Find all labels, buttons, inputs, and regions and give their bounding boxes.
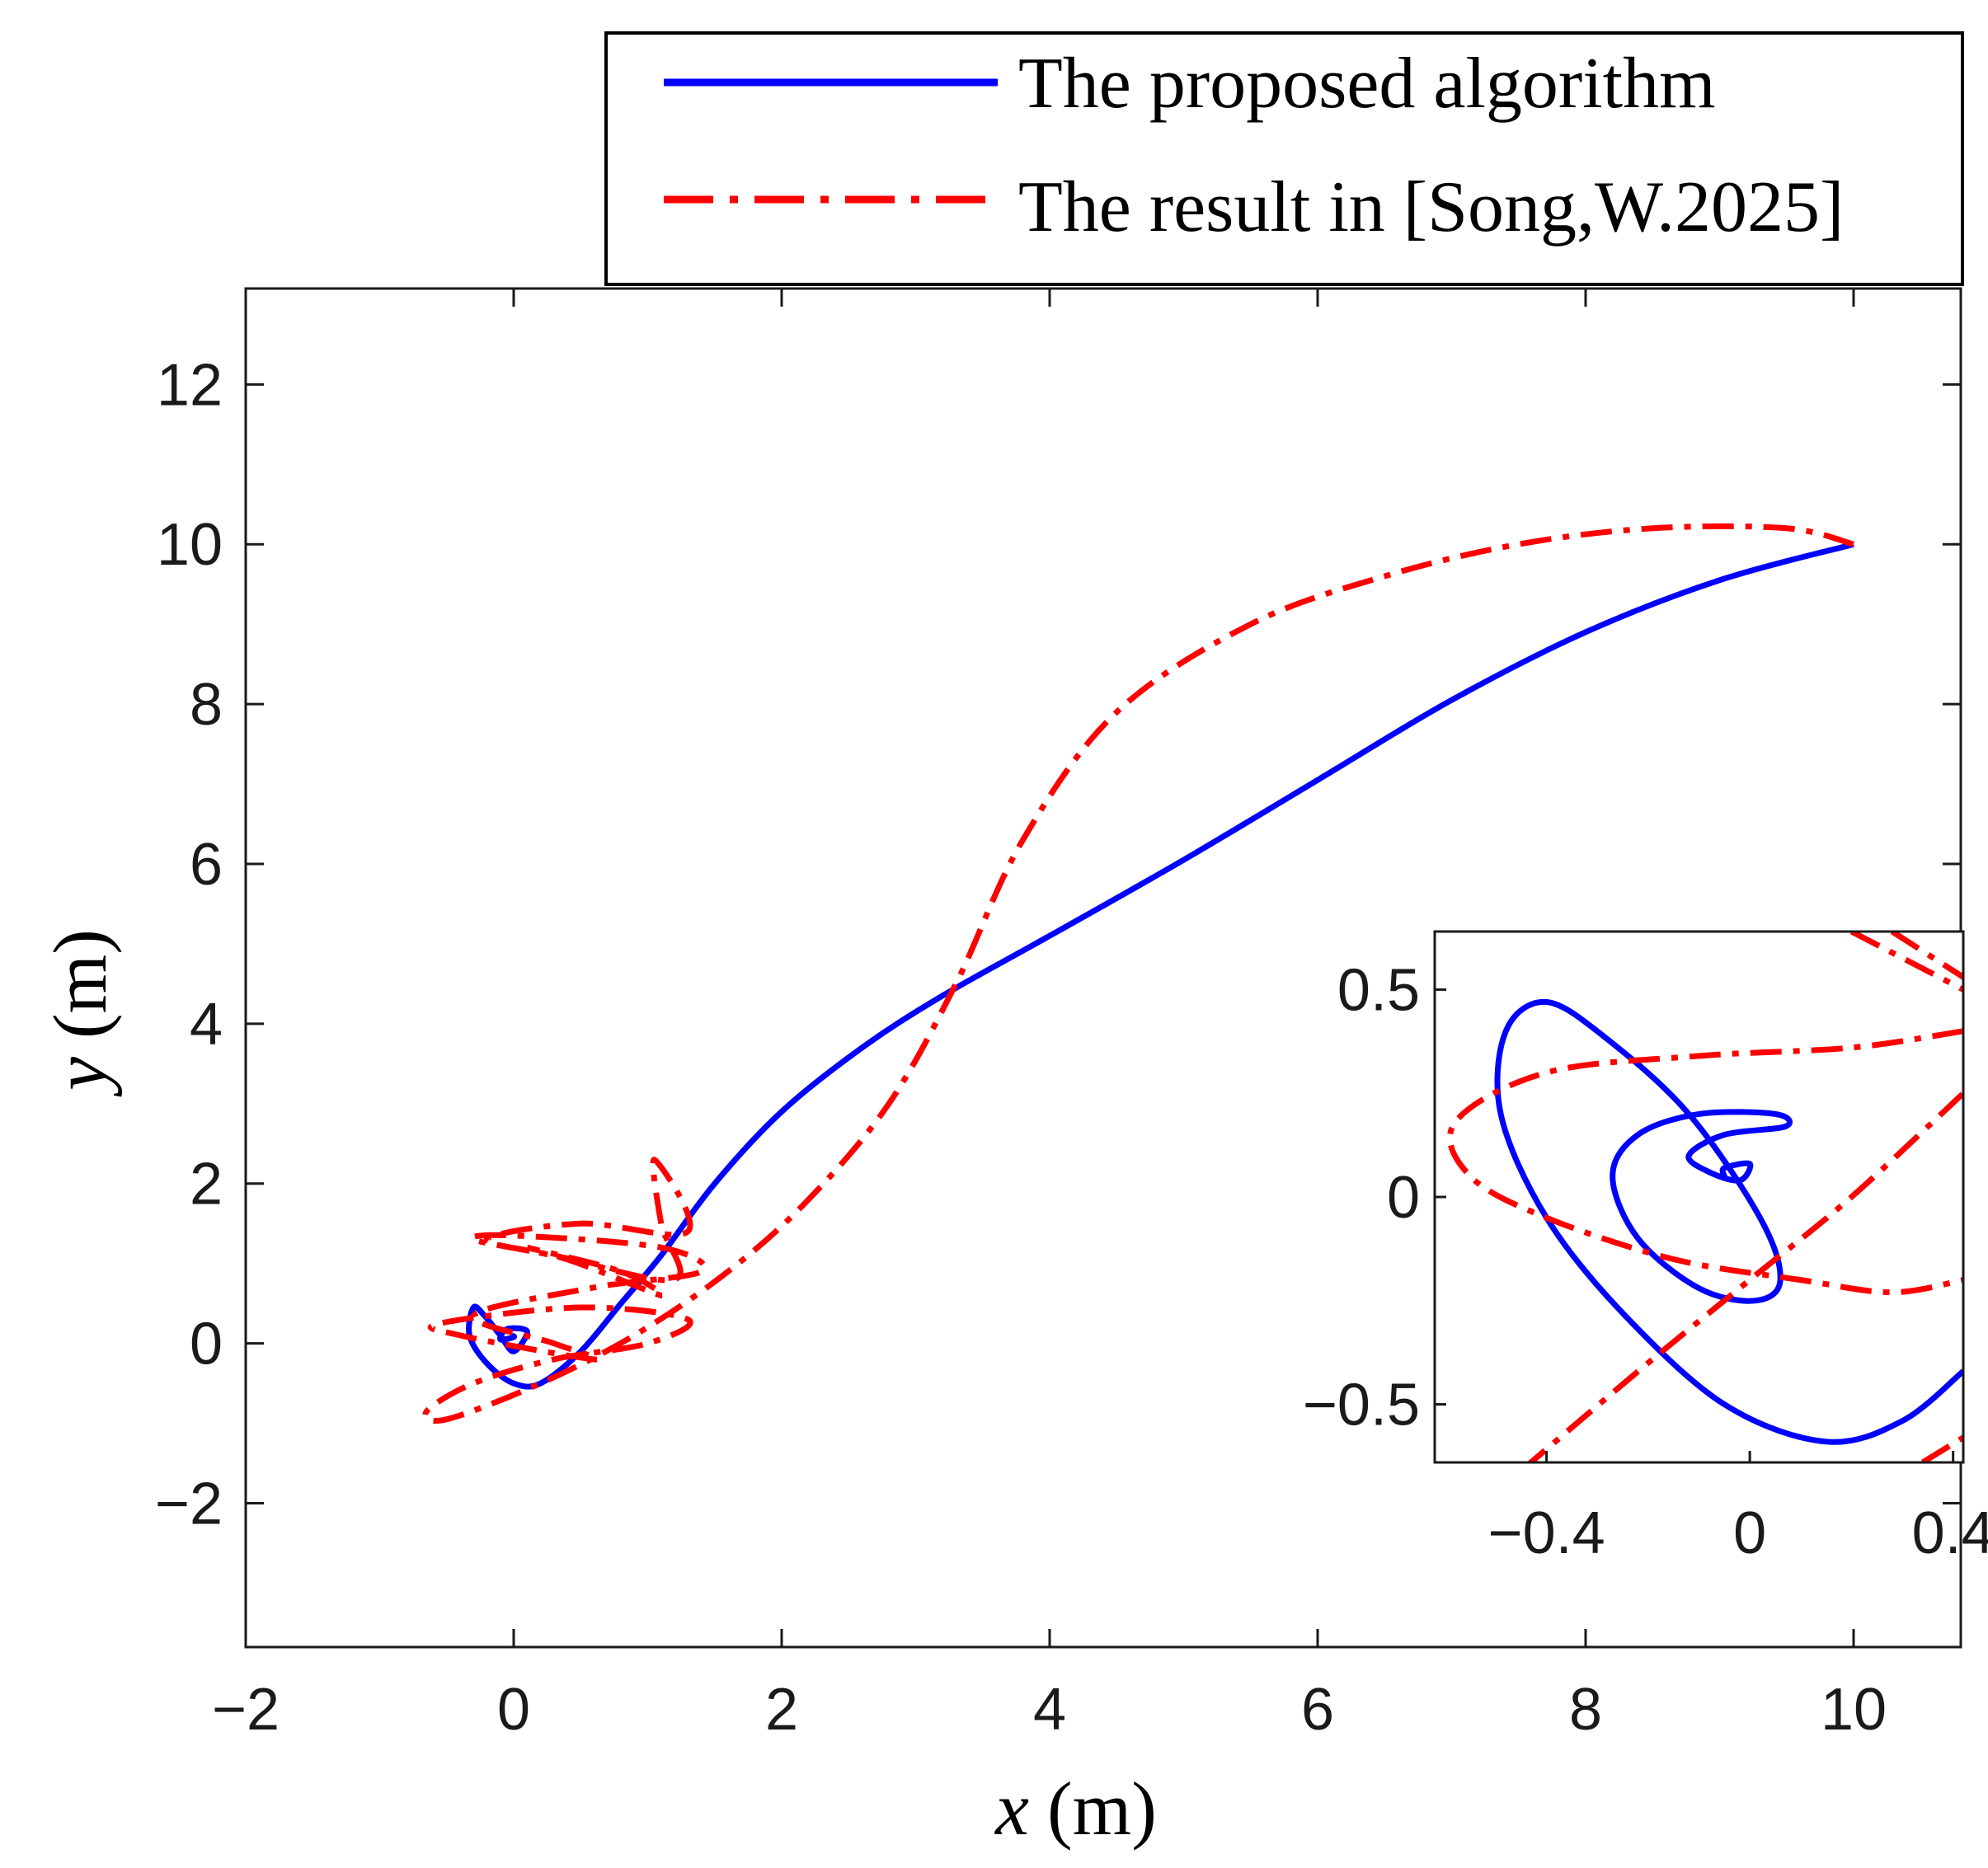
inset-series-song-line-2: [1446, 1028, 1963, 1296]
main-y-tick-label: 10: [157, 512, 223, 578]
main-y-tick-label: 0: [190, 1312, 223, 1378]
inset-series-group: [1446, 932, 1963, 1462]
main-y-tick-label: 4: [190, 992, 223, 1058]
inset-series-song-line-3: [1849, 932, 1963, 993]
inset-y-tick-label: −0.5: [1303, 1373, 1420, 1439]
inset-background: [1435, 932, 1963, 1462]
main-y-tick-label: 2: [190, 1152, 223, 1218]
inset-tick-labels: −0.4 0 0.4 −0.5 0 0.5: [1303, 957, 1988, 1566]
main-series-proposed-line-0: [466, 541, 1854, 1390]
main-x-tick-label: 2: [765, 1677, 798, 1743]
main-x-tick-label: −2: [212, 1677, 280, 1743]
inset-tick-marks: [1435, 988, 1955, 1462]
inset-axes-frame: [1433, 930, 1965, 1464]
legend: The proposed algorithm The result in [So…: [604, 31, 1964, 286]
inset-y-tick-label: 0.5: [1337, 957, 1420, 1023]
main-y-tick-label: −2: [155, 1471, 223, 1537]
legend-label-song: The result in [Song,W.2025]: [1018, 167, 1844, 247]
inset-x-tick-label: −0.4: [1488, 1500, 1605, 1566]
x-axis-label: x (m): [994, 1767, 1157, 1851]
main-y-tick-label: 8: [190, 672, 223, 738]
main-series-group: [422, 523, 1854, 1424]
main-y-tick-label: 12: [157, 352, 223, 418]
inset-y-tick-label: 0: [1387, 1165, 1420, 1231]
inset-axes: −0.4 0 0.4 −0.5 0 0.5: [1303, 930, 1988, 1566]
main-series-song-line-1: [422, 523, 1854, 1424]
main-axes: −2 0 2 4 6 8 10 −2 0 2 4 6 8 10 12 x (m) y(m): [38, 287, 1962, 1851]
main-x-tick-label: 8: [1569, 1677, 1602, 1743]
y-axis-label: y(m): [38, 929, 122, 1097]
legend-label-proposed: The proposed algorithm: [1018, 44, 1716, 124]
main-x-tick-label: 4: [1033, 1677, 1066, 1743]
legend-box: [604, 31, 1964, 286]
inset-x-tick-label: 0.4: [1912, 1500, 1988, 1566]
main-x-tick-label: 6: [1301, 1677, 1334, 1743]
main-x-tick-label: 10: [1821, 1677, 1887, 1743]
main-tick-labels: −2 0 2 4 6 8 10 −2 0 2 4 6 8 10 12: [155, 352, 1887, 1743]
main-y-tick-label: 6: [190, 832, 223, 898]
inset-x-tick-label: 0: [1733, 1500, 1766, 1566]
inset-series-song-line-5: [1920, 1434, 1963, 1462]
inset-series-song-line-4: [1890, 932, 1963, 980]
main-x-tick-label: 0: [497, 1677, 530, 1743]
